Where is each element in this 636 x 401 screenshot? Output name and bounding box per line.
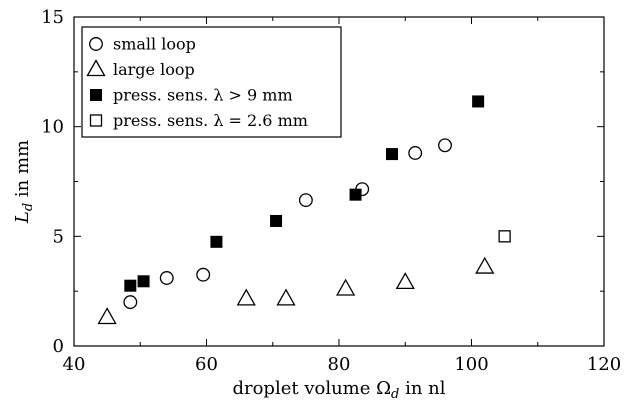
press-sens-large-lambda-point xyxy=(386,148,398,161)
axes: 40 60 80 100 120 0 5 10 15 droplet volume Ωd in n… xyxy=(12,7,621,401)
legend-label: large loop xyxy=(113,60,195,79)
large-loop-point xyxy=(236,288,256,306)
small-loop-point xyxy=(298,193,313,208)
press-sens-large-lambda-point xyxy=(472,95,485,108)
x-tick-label: 100 xyxy=(454,354,488,375)
press-sens-large-lambda-point xyxy=(137,275,150,288)
y-tick-label: 0 xyxy=(53,336,64,357)
x-axis-label: droplet volume Ωd in nl xyxy=(232,378,445,401)
large-loop-point xyxy=(276,288,296,306)
small-loop-point xyxy=(159,271,174,285)
x-tick-label: 120 xyxy=(587,354,621,375)
y-tick-label: 10 xyxy=(41,117,64,138)
legend: small loop large loop press. sens. λ > 9 m… xyxy=(81,26,342,138)
small-loop-point xyxy=(123,295,138,310)
press-sens-small-lambda-point xyxy=(498,230,511,243)
press-sens-large-lambda-point xyxy=(210,235,223,248)
x-tick-label: 60 xyxy=(195,354,218,375)
small-loop-point xyxy=(438,138,452,153)
y-axis-label: Ld in mm xyxy=(12,140,36,224)
legend-marker-press-sens-large-lambda-point xyxy=(90,89,102,101)
small-loop-point xyxy=(196,267,211,282)
y-tick-label: 15 xyxy=(41,7,64,28)
x-tick-label: 80 xyxy=(328,354,351,375)
large-loop-point xyxy=(475,256,495,274)
small-loop-point xyxy=(408,146,423,160)
legend-label: small loop xyxy=(113,35,196,54)
large-loop-point xyxy=(395,272,415,290)
large-loop-point xyxy=(336,278,356,296)
legend-box xyxy=(81,26,342,138)
press-sens-large-lambda-point xyxy=(270,214,283,227)
x-tick-label: 40 xyxy=(63,354,86,375)
legend-label: press. sens. λ = 2.6 mm xyxy=(113,111,308,130)
data-marks xyxy=(97,95,511,325)
legend-marker-small-loop-point xyxy=(89,37,103,51)
large-loop-point xyxy=(97,307,117,325)
legend-marker-press-sens-small-lambda-point xyxy=(89,114,103,127)
legend-label: press. sens. λ > 9 mm xyxy=(113,86,293,105)
press-sens-large-lambda-point xyxy=(349,188,362,201)
legend-marker-large-loop-point xyxy=(86,59,106,77)
y-tick-label: 5 xyxy=(53,226,64,247)
press-sens-large-lambda-point xyxy=(124,279,137,292)
